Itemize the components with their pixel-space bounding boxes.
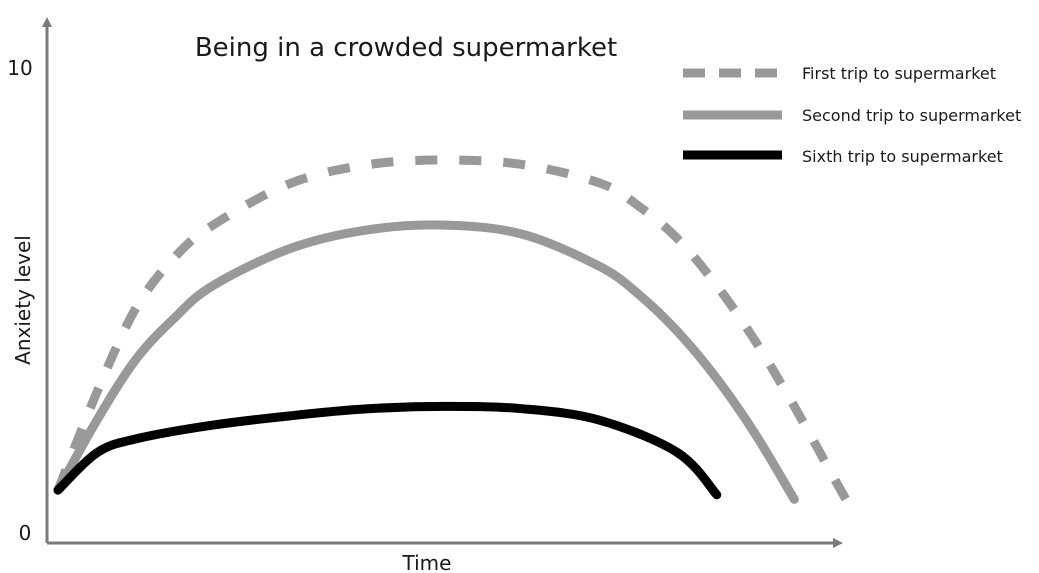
y-tick-label-top: 10 — [7, 56, 32, 80]
series-line-first-trip — [53, 155, 861, 521]
series-layer — [53, 155, 861, 521]
legend-label-second-trip: Second trip to supermarket — [802, 106, 1021, 125]
y-axis-label: Anxiety level — [11, 235, 35, 365]
legend-label-sixth-trip: Sixth trip to supermarket — [802, 147, 1003, 166]
y-tick-label-bottom: 0 — [19, 521, 32, 545]
x-axis-label: Time — [402, 551, 452, 573]
legend-label-first-trip: First trip to supermarket — [802, 64, 996, 83]
series-line-sixth-trip — [53, 401, 722, 500]
series-line-second-trip — [53, 220, 799, 504]
legend: First trip to supermarket Second trip to… — [683, 64, 1021, 166]
chart-title: Being in a crowded supermarket — [195, 33, 617, 63]
